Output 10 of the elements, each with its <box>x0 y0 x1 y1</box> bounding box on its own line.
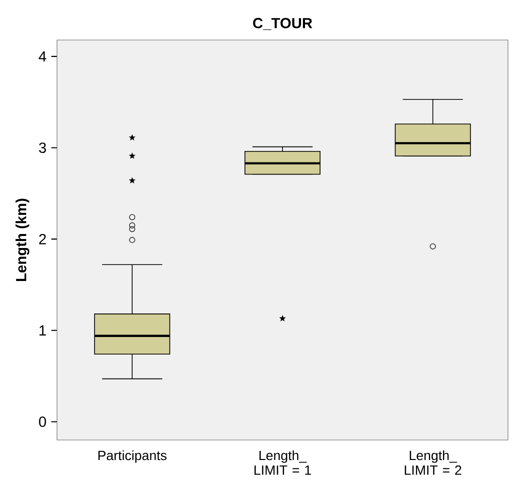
y-tick-label: 2 <box>39 234 46 244</box>
y-tick-label: 1 <box>40 325 46 336</box>
y-tick-label: 4 <box>38 51 46 62</box>
x-tick-label: Length_ LIMIT = 2 <box>404 450 462 475</box>
x-tick-label: Length_ LIMIT = 1 <box>254 450 311 475</box>
chart-title: C_TOUR <box>253 18 312 30</box>
y-axis-title: Length (km) <box>16 198 30 281</box>
y-tick-label: 0 <box>39 416 46 427</box>
y-tick-label: 3 <box>39 142 46 153</box>
x-tick-label: Participants <box>98 450 167 463</box>
